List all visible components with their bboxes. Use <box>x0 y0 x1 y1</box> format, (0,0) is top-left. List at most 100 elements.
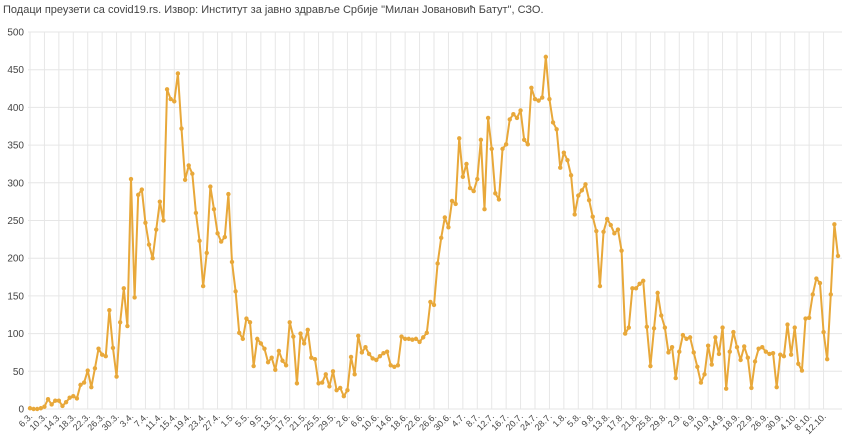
data-point <box>164 87 170 92</box>
data-point <box>110 345 116 351</box>
data-point <box>309 355 314 360</box>
data-point <box>71 393 76 399</box>
data-point <box>114 374 119 379</box>
data-point <box>727 349 732 354</box>
data-point <box>334 387 339 393</box>
data-point <box>121 286 126 291</box>
data-point <box>99 352 105 357</box>
data-point <box>554 127 559 132</box>
data-point <box>641 278 646 284</box>
data-point <box>806 315 812 320</box>
data-point <box>749 385 754 391</box>
data-point <box>247 320 253 325</box>
data-point <box>226 191 231 197</box>
data-point <box>399 334 404 339</box>
data-point <box>78 382 83 388</box>
data-point <box>781 354 787 359</box>
data-point <box>352 372 357 377</box>
data-point <box>713 335 718 340</box>
chart-title: Подаци преузети са covid19.rs. Извор: Ин… <box>3 4 544 16</box>
data-point <box>366 351 372 357</box>
data-point <box>417 339 422 345</box>
data-point <box>359 350 365 355</box>
data-point <box>269 355 274 360</box>
data-point <box>659 313 664 318</box>
data-point <box>832 222 837 227</box>
y-tick-label: 350 <box>7 141 24 152</box>
data-point <box>500 146 505 152</box>
data-point <box>222 234 227 240</box>
data-point <box>388 363 393 368</box>
data-point <box>377 354 383 359</box>
data-point <box>384 349 390 354</box>
y-tick-label: 100 <box>7 329 24 340</box>
data-point <box>107 308 112 313</box>
data-point <box>200 283 206 289</box>
data-point <box>742 344 747 349</box>
data-point <box>363 344 368 350</box>
data-point <box>835 253 841 259</box>
data-point <box>103 354 108 359</box>
data-point <box>615 227 621 232</box>
y-tick-label: 50 <box>13 367 25 378</box>
data-point <box>204 250 209 256</box>
data-point <box>233 289 238 294</box>
data-point <box>172 99 177 104</box>
data-point <box>439 235 444 241</box>
data-point <box>218 239 224 244</box>
data-point <box>677 349 682 354</box>
data-point <box>431 302 437 308</box>
data-point <box>475 176 480 182</box>
data-point <box>518 108 523 113</box>
data-point <box>237 330 242 336</box>
data-point <box>215 231 220 236</box>
data-point <box>752 359 758 364</box>
data-point <box>601 229 606 235</box>
data-point <box>283 363 289 368</box>
data-point <box>229 259 235 265</box>
data-point <box>117 320 123 325</box>
data-point <box>778 352 783 357</box>
data-point <box>745 355 751 360</box>
data-point <box>211 206 217 212</box>
data-point <box>85 368 90 373</box>
data-point <box>316 381 321 386</box>
data-point <box>125 323 130 329</box>
data-point <box>691 350 696 355</box>
data-point <box>565 157 570 163</box>
data-point <box>186 163 191 168</box>
data-point <box>684 336 689 342</box>
y-tick-label: 400 <box>7 103 24 114</box>
data-point <box>457 136 462 141</box>
data-point <box>428 299 433 305</box>
data-point <box>392 364 397 369</box>
data-point <box>168 96 173 102</box>
data-point <box>525 142 530 147</box>
data-point <box>723 386 729 391</box>
data-point <box>695 364 700 369</box>
data-point <box>698 380 704 385</box>
data-point <box>132 295 137 300</box>
data-point <box>731 329 736 335</box>
data-point <box>262 346 267 351</box>
data-point <box>413 336 419 342</box>
data-point <box>38 406 44 411</box>
data-point <box>56 398 62 403</box>
data-point <box>803 316 808 321</box>
data-point <box>630 286 635 291</box>
data-point <box>157 199 163 204</box>
y-tick-label: 250 <box>7 216 24 227</box>
data-point <box>550 120 556 125</box>
data-point <box>799 368 805 373</box>
data-point <box>42 404 47 409</box>
data-point <box>442 215 448 220</box>
data-point <box>705 343 711 348</box>
data-point <box>154 227 159 232</box>
data-point <box>298 331 303 336</box>
data-point <box>146 242 152 247</box>
data-point <box>338 385 343 391</box>
data-point <box>529 85 534 90</box>
data-point <box>161 218 166 223</box>
data-point <box>273 367 278 372</box>
data-point <box>410 337 415 342</box>
